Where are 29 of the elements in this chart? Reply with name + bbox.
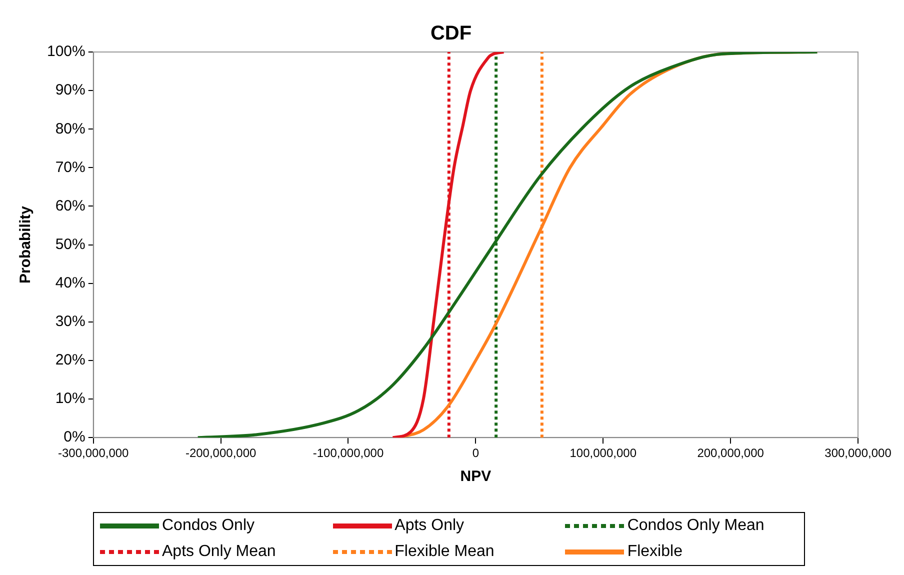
legend-label: Flexible Mean [394, 543, 494, 561]
y-tick-label: 10% [55, 390, 86, 408]
y-tick-label: 40% [55, 274, 86, 292]
x-tick-label: -300,000,000 [58, 446, 130, 460]
y-tick-label: 50% [55, 236, 86, 253]
x-tick-label: 100,000,000 [570, 446, 637, 460]
x-axis-title: NPV [460, 468, 492, 486]
y-tick-label: 70% [55, 158, 86, 176]
x-tick-label: -100,000,000 [312, 446, 384, 460]
x-tick-label: -200,000,000 [185, 446, 256, 460]
y-tick-label: 60% [55, 197, 86, 214]
chart-title: CDF [430, 22, 472, 45]
y-tick-label: 80% [55, 120, 86, 138]
line-series [391, 52, 506, 438]
y-tick-label: 90% [55, 82, 86, 99]
y-tick-label: 20% [55, 352, 86, 369]
x-tick-label: 200,000,000 [697, 446, 764, 460]
legend-label: Apts Only [394, 517, 464, 535]
y-axis-title: Probability [17, 205, 34, 284]
legend-label: Flexible [627, 543, 682, 561]
x-tick-label: 0 [472, 446, 480, 460]
legend-label: Condos Only [162, 517, 254, 535]
line-series [196, 52, 819, 438]
legend-label: Apts Only Mean [162, 543, 276, 561]
y-tick-label: 100% [46, 43, 86, 60]
legend-label: Condos Only Mean [627, 517, 764, 535]
y-tick-label: 0% [64, 428, 86, 446]
x-tick-label: 300,000,000 [824, 446, 892, 460]
y-tick-label: 30% [55, 313, 86, 330]
